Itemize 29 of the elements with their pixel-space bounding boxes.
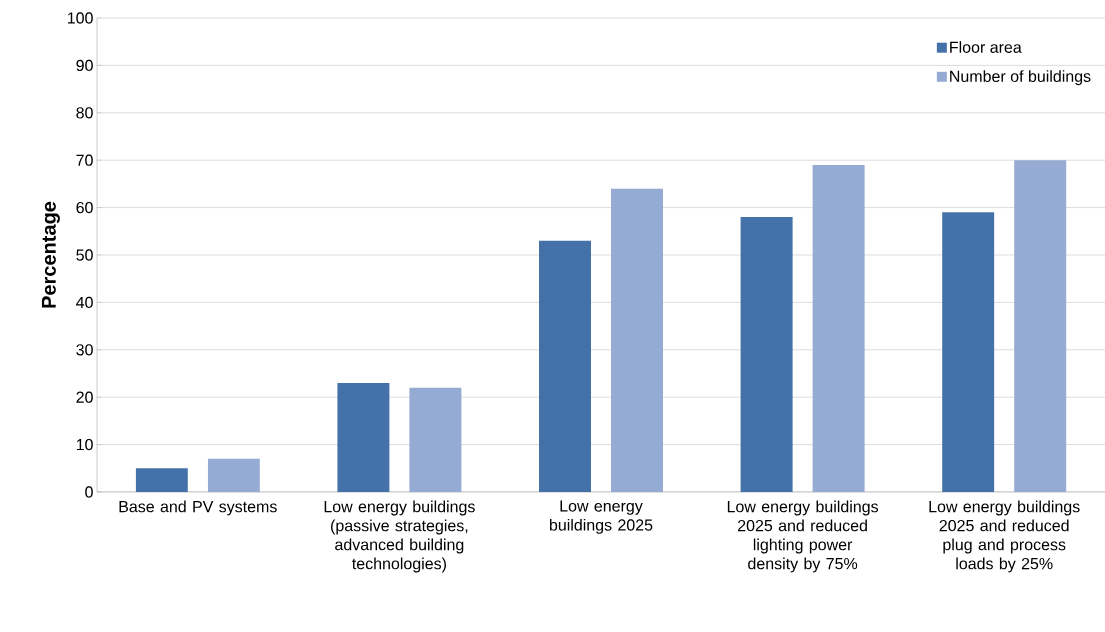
x-tick-label: Low energy buildings 2025 and reduced plug and process loads by 25% [929, 500, 1080, 573]
bar [539, 240, 592, 492]
y-tick-label: 30 [76, 344, 93, 356]
x-tick-label: Low energy buildings 2025 [550, 500, 653, 534]
legend-label: Number of buildings [950, 70, 1091, 86]
y-tick-label: 20 [76, 391, 93, 403]
bar [611, 188, 663, 492]
y-axis-title: Percentage [41, 201, 60, 308]
y-tick-label: 50 [76, 249, 93, 261]
legend-label: Floor area [950, 41, 1022, 53]
y-tick-label: 80 [76, 107, 93, 119]
bar [1014, 160, 1067, 492]
bar [207, 458, 260, 492]
bar [337, 382, 390, 492]
bar [812, 164, 865, 492]
y-tick-label: 60 [76, 201, 93, 214]
y-tick-label: 40 [76, 296, 93, 309]
y-tick-label: 10 [76, 438, 93, 451]
y-tick-label: 0 [85, 486, 93, 498]
y-tick-label: 100 [68, 12, 93, 24]
y-tick-label: 70 [76, 154, 93, 166]
bar [409, 387, 462, 492]
bar [942, 212, 995, 492]
x-tick-label: Low energy buildings (passive strategies, advanced building technologies) [324, 500, 475, 573]
y-tick-label: 90 [76, 59, 93, 72]
bar [135, 468, 188, 492]
bar [740, 217, 793, 492]
x-tick-label: Base and PV systems [119, 500, 277, 516]
x-tick-label: Low energy buildings 2025 and reduced lighting power density by 75% [727, 500, 879, 573]
